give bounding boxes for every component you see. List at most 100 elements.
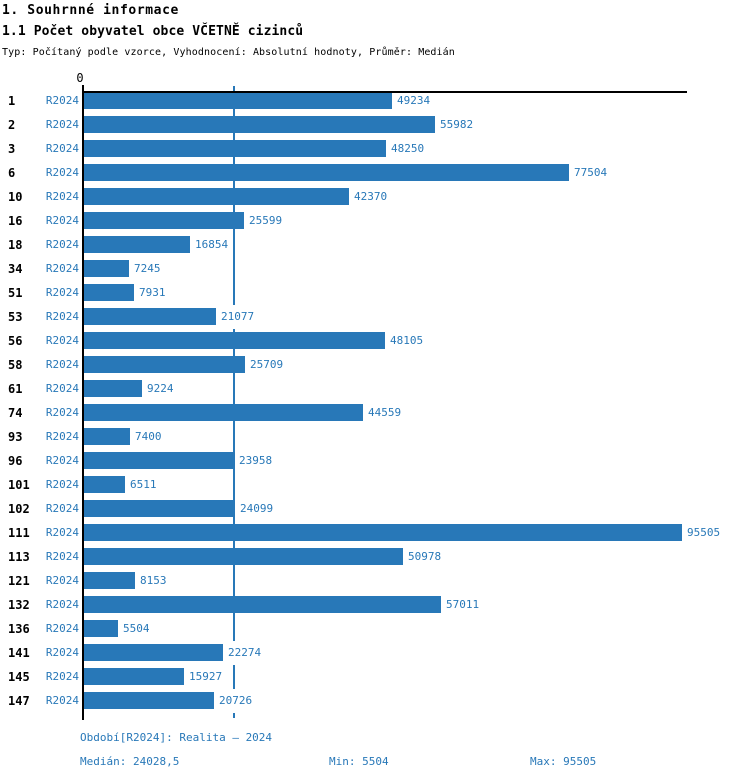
row-bar (84, 284, 134, 301)
row-bar (84, 476, 125, 493)
row-period-label: R2024 (45, 334, 79, 347)
row-value-label: 23958 (238, 449, 274, 473)
row-id-label: 18 (8, 238, 23, 252)
row-value-label: 21077 (220, 305, 256, 329)
row-bar (84, 548, 403, 565)
row-bar (84, 308, 216, 325)
row-id-label: 10 (8, 190, 23, 204)
row-id-label: 96 (8, 454, 23, 468)
row-id-label: 102 (8, 502, 30, 516)
row-period-label: R2024 (45, 694, 79, 707)
row-period-label: R2024 (45, 550, 79, 563)
row-bar (84, 164, 569, 181)
row-period-label: R2024 (45, 670, 79, 683)
row-period-label: R2024 (45, 94, 79, 107)
row-id-label: 16 (8, 214, 23, 228)
chart-row: 132 R2024 57011 (0, 593, 750, 617)
row-period-label: R2024 (45, 478, 79, 491)
page-title: 1. Souhrnné informace (2, 3, 179, 18)
row-period-label: R2024 (45, 358, 79, 371)
y-axis-line (82, 85, 84, 720)
row-value-label: 5504 (122, 617, 151, 641)
row-period-label: R2024 (45, 214, 79, 227)
row-bar (84, 188, 349, 205)
row-bar (84, 644, 223, 661)
row-value-label: 95505 (686, 521, 722, 545)
row-value-label: 55982 (439, 113, 475, 137)
row-value-label: 7245 (133, 257, 162, 281)
row-value-label: 42370 (353, 185, 389, 209)
row-period-label: R2024 (45, 598, 79, 611)
chart-row: 111 R2024 95505 (0, 521, 750, 545)
row-id-label: 56 (8, 334, 23, 348)
chart-row: 141 R2024 22274 (0, 641, 750, 665)
row-value-label: 48105 (389, 329, 425, 353)
row-id-label: 3 (8, 142, 16, 156)
chart-row: 96 R2024 23958 (0, 449, 750, 473)
row-period-label: R2024 (45, 454, 79, 467)
row-id-label: 101 (8, 478, 30, 492)
chart-row: 18 R2024 16854 (0, 233, 750, 257)
chart-row: 53 R2024 21077 (0, 305, 750, 329)
row-id-label: 61 (8, 382, 23, 396)
row-period-label: R2024 (45, 238, 79, 251)
chart-row: 6 R2024 77504 (0, 161, 750, 185)
chart-row: 58 R2024 25709 (0, 353, 750, 377)
row-id-label: 53 (8, 310, 23, 324)
footer-min: Min: 5504 (329, 755, 389, 768)
row-value-label: 8153 (139, 569, 168, 593)
row-id-label: 121 (8, 574, 30, 588)
row-bar (84, 620, 118, 637)
row-period-label: R2024 (45, 526, 79, 539)
row-bar (84, 380, 142, 397)
row-period-label: R2024 (45, 310, 79, 323)
row-period-label: R2024 (45, 646, 79, 659)
row-value-label: 16854 (194, 233, 230, 257)
row-value-label: 25599 (248, 209, 284, 233)
chart-row: 51 R2024 7931 (0, 281, 750, 305)
row-id-label: 34 (8, 262, 23, 276)
chart-row: 93 R2024 7400 (0, 425, 750, 449)
row-period-label: R2024 (45, 286, 79, 299)
row-id-label: 6 (8, 166, 16, 180)
chart-row: 121 R2024 8153 (0, 569, 750, 593)
row-bar (84, 116, 435, 133)
chart-row: 1 R2024 49234 (0, 89, 750, 113)
row-period-label: R2024 (45, 502, 79, 515)
chart-row: 10 R2024 42370 (0, 185, 750, 209)
chart-row: 56 R2024 48105 (0, 329, 750, 353)
row-period-label: R2024 (45, 406, 79, 419)
row-value-label: 48250 (390, 137, 426, 161)
median-gridline (233, 86, 235, 718)
row-bar (84, 668, 184, 685)
row-id-label: 74 (8, 406, 23, 420)
axis-zero-label: 0 (76, 71, 84, 85)
row-bar (84, 500, 235, 517)
chart-row: 113 R2024 50978 (0, 545, 750, 569)
row-period-label: R2024 (45, 142, 79, 155)
row-id-label: 136 (8, 622, 30, 636)
chart-rows: 1 R2024 49234 2 R2024 55982 3 R2024 4825… (0, 89, 750, 713)
chart-row: 2 R2024 55982 (0, 113, 750, 137)
row-bar (84, 404, 363, 421)
chart-row: 102 R2024 24099 (0, 497, 750, 521)
row-period-label: R2024 (45, 382, 79, 395)
row-period-label: R2024 (45, 166, 79, 179)
chart-row: 34 R2024 7245 (0, 257, 750, 281)
row-id-label: 58 (8, 358, 23, 372)
x-axis-line (82, 91, 687, 93)
row-id-label: 132 (8, 598, 30, 612)
row-value-label: 9224 (146, 377, 175, 401)
row-id-label: 2 (8, 118, 16, 132)
row-value-label: 50978 (407, 545, 443, 569)
row-id-label: 1 (8, 94, 16, 108)
chart-row: 16 R2024 25599 (0, 209, 750, 233)
row-bar (84, 236, 190, 253)
chart-row: 61 R2024 9224 (0, 377, 750, 401)
row-value-label: 6511 (129, 473, 158, 497)
row-bar (84, 428, 130, 445)
section-title: 1.1 Počet obyvatel obce VČETNĚ cizinců (2, 24, 304, 39)
row-period-label: R2024 (45, 430, 79, 443)
row-period-label: R2024 (45, 622, 79, 635)
row-period-label: R2024 (45, 574, 79, 587)
